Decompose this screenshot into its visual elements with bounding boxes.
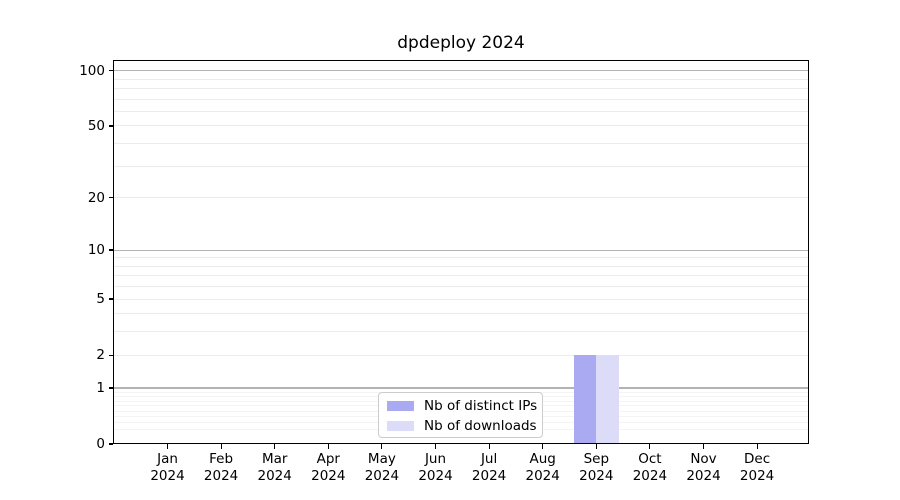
- bar-nb-of-downloads-Sep: [596, 355, 619, 444]
- x-tick-label-mar: Mar 2024: [232, 451, 318, 485]
- x-tick-dec: [756, 444, 758, 449]
- x-tick-month: Mar: [261, 451, 288, 467]
- x-tick-label-jan: Jan 2024: [125, 451, 211, 485]
- legend: Nb of distinct IPs Nb of downloads: [378, 392, 543, 438]
- x-tick-label-dec: Dec 2024: [714, 451, 800, 485]
- gridline-y-7: [113, 275, 809, 277]
- x-tick-month: Oct: [638, 451, 662, 467]
- x-tick-sep: [595, 444, 597, 449]
- gridline-y-4: [113, 313, 809, 315]
- gridline-y-80: [113, 88, 809, 90]
- x-tick-month: Jul: [480, 451, 498, 467]
- gridline-y-5: [113, 298, 809, 300]
- x-tick-jan: [166, 444, 169, 449]
- y-tick-label-20: 20: [87, 189, 105, 206]
- x-tick-label-may: May 2024: [339, 451, 425, 485]
- gridline-y-40: [113, 143, 809, 145]
- gridline-y-90: [113, 78, 809, 80]
- bar-nb-of-distinct-ips-Sep: [573, 355, 597, 444]
- y-tick-label-50: 50: [87, 117, 105, 134]
- x-tick-year: 2024: [257, 468, 292, 484]
- x-tick-year: 2024: [364, 468, 400, 484]
- y-tick-label-1: 1: [96, 379, 105, 396]
- legend-row-nb-of-distinct-ips: Nb of distinct IPs: [379, 396, 542, 416]
- x-tick-label-nov: Nov 2024: [661, 451, 747, 485]
- x-tick-month: May: [367, 451, 396, 467]
- legend-swatch: [387, 421, 414, 431]
- gridline-y-20: [113, 197, 809, 199]
- gridline-y-30: [113, 165, 809, 167]
- x-tick-year: 2024: [739, 468, 775, 484]
- legend-label: Nb of downloads: [424, 418, 537, 434]
- y-tick-label-100: 100: [79, 62, 105, 79]
- y-tick-50: [108, 125, 113, 127]
- x-tick-label-jun: Jun 2024: [393, 451, 479, 485]
- x-tick-nov: [702, 444, 705, 449]
- x-tick-apr: [327, 444, 329, 449]
- x-tick-label-oct: Oct 2024: [607, 451, 693, 485]
- gridline-y-70: [113, 98, 809, 100]
- x-tick-label-apr: Apr 2024: [285, 451, 371, 485]
- x-tick-aug: [542, 444, 544, 449]
- x-tick-year: 2024: [311, 468, 346, 484]
- x-tick-month: Jan: [157, 451, 178, 467]
- x-tick-year: 2024: [150, 468, 185, 484]
- plot-area: [113, 60, 809, 444]
- y-tick-100: [108, 70, 113, 72]
- x-tick-label-jul: Jul 2024: [446, 451, 532, 485]
- gridline-y-50: [113, 125, 809, 127]
- x-tick-year: 2024: [471, 468, 507, 484]
- gridline-y-2: [113, 354, 809, 356]
- x-tick-year: 2024: [203, 468, 239, 484]
- legend-label: Nb of distinct IPs: [424, 398, 538, 414]
- gridline-y-1: [113, 387, 809, 389]
- x-tick-year: 2024: [686, 468, 721, 484]
- x-tick-year: 2024: [579, 468, 614, 484]
- gridline-y-6: [113, 286, 809, 288]
- x-tick-month: Dec: [744, 451, 771, 467]
- gridline-y-60: [113, 110, 809, 112]
- gridline-y-100: [113, 70, 809, 72]
- y-tick-label-2: 2: [96, 347, 105, 364]
- y-tick-label-5: 5: [96, 291, 105, 308]
- x-tick-label-aug: Aug 2024: [500, 451, 586, 485]
- y-tick-0: [108, 443, 113, 445]
- gridline-y-8: [113, 265, 809, 267]
- x-tick-may: [381, 444, 383, 449]
- x-tick-year: 2024: [632, 468, 668, 484]
- x-tick-month: Sep: [583, 451, 610, 467]
- x-tick-month: Jun: [424, 451, 447, 467]
- gridline-y-9: [113, 257, 809, 259]
- x-tick-month: Nov: [690, 451, 717, 467]
- x-tick-oct: [649, 444, 651, 449]
- x-tick-mar: [274, 444, 276, 449]
- x-tick-jun: [434, 444, 437, 449]
- x-tick-label-sep: Sep 2024: [553, 451, 639, 485]
- y-tick-2: [108, 354, 113, 356]
- x-tick-month: Apr: [316, 451, 340, 467]
- legend-swatch: [387, 401, 414, 411]
- y-tick-label-0: 0: [96, 436, 105, 452]
- x-tick-year: 2024: [418, 468, 453, 484]
- y-tick-20: [108, 197, 113, 199]
- y-tick-label-10: 10: [87, 242, 105, 259]
- gridline-y-3: [113, 331, 809, 333]
- x-tick-month: Feb: [209, 451, 234, 467]
- legend-row-nb-of-downloads: Nb of downloads: [379, 416, 542, 436]
- gridline-y-10: [113, 249, 809, 251]
- y-tick-5: [108, 298, 113, 300]
- y-tick-1: [108, 387, 113, 389]
- chart-title: dpdeploy 2024: [397, 33, 525, 53]
- x-tick-year: 2024: [525, 468, 560, 484]
- x-tick-jul: [488, 444, 490, 449]
- y-tick-10: [108, 249, 113, 251]
- x-tick-feb: [220, 444, 222, 449]
- x-tick-month: Aug: [529, 451, 556, 467]
- x-tick-label-feb: Feb 2024: [178, 451, 264, 485]
